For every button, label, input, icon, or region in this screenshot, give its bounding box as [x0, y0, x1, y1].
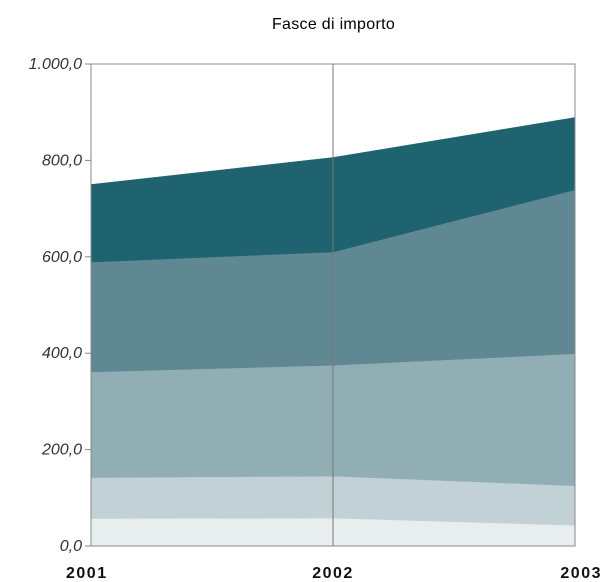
y-tick-label: 400,0	[42, 345, 82, 362]
x-tick-label: 2002	[312, 565, 354, 582]
y-tick-label: 1.000,0	[29, 56, 82, 73]
y-tick-label: 200,0	[41, 442, 82, 459]
y-tick-label: 800,0	[42, 152, 82, 169]
y-tick-label: 600,0	[42, 249, 82, 266]
x-tick-label: 2003	[560, 565, 602, 582]
y-tick-label: 0,0	[60, 538, 82, 555]
x-tick-label: 2001	[66, 565, 108, 582]
tick-labels: 0,0 200,0 400,0 600,0 800,0 1.000,0 2001 2002 20…	[29, 56, 602, 582]
chart-title: Fasce di importo	[271, 16, 396, 33]
axes	[85, 63, 576, 547]
